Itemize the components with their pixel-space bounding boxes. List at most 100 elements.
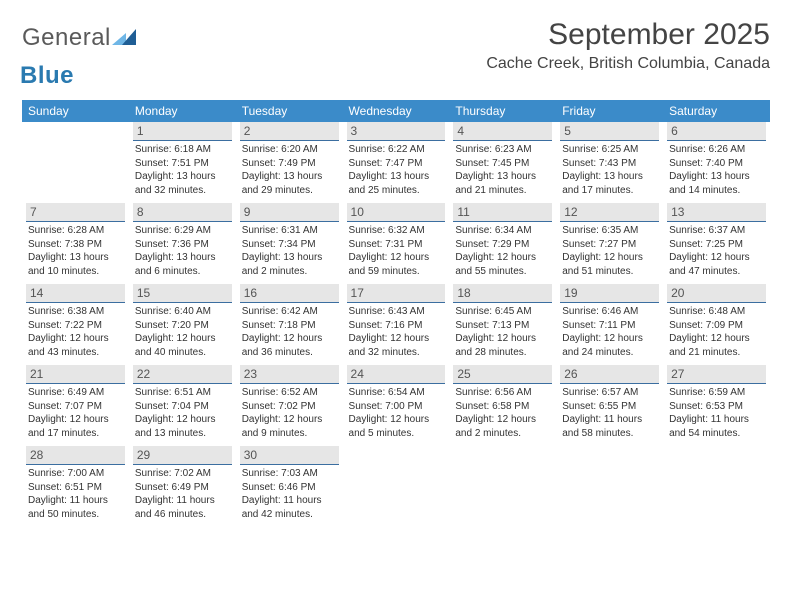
sunset-text: Sunset: 6:51 PM [28, 481, 123, 495]
calendar-cell: 21 Sunrise: 6:49 AMSunset: 7:07 PMDayligh… [22, 365, 129, 446]
sunset-text: Sunset: 7:25 PM [669, 238, 764, 252]
calendar-cell [556, 446, 663, 527]
calendar-cell: 1 Sunrise: 6:18 AMSunset: 7:51 PMDaylight… [129, 122, 236, 203]
calendar-cell: 11Sunrise: 6:34 AMSunset: 7:29 PMDayligh… [449, 203, 556, 284]
daylight-text: Daylight: 13 hours and 14 minutes. [669, 170, 764, 197]
calendar-cell: 23Sunrise: 6:52 AMSunset: 7:02 PMDayligh… [236, 365, 343, 446]
sunset-text: Sunset: 7:22 PM [28, 319, 123, 333]
day-number [667, 446, 766, 450]
sunset-text: Sunset: 7:18 PM [242, 319, 337, 333]
day-number: 19 [560, 284, 659, 302]
calendar-cell: 27Sunrise: 6:59 AMSunset: 6:53 PMDayligh… [663, 365, 770, 446]
page: General Blue September 2025 Cache Creek,… [0, 0, 792, 612]
day-number: 1 [133, 122, 232, 140]
daylight-text: Daylight: 11 hours and 58 minutes. [562, 413, 657, 440]
sunset-text: Sunset: 6:53 PM [669, 400, 764, 414]
day-info: Sunrise: 6:26 AMSunset: 7:40 PMDaylight:… [667, 143, 766, 197]
day-info: Sunrise: 6:18 AMSunset: 7:51 PMDaylight:… [133, 143, 232, 197]
weekday-header: Thursday [449, 100, 556, 122]
daylight-text: Daylight: 12 hours and 28 minutes. [455, 332, 550, 359]
calendar-cell: 10Sunrise: 6:32 AMSunset: 7:31 PMDayligh… [343, 203, 450, 284]
calendar-cell: 2Sunrise: 6:20 AMSunset: 7:49 PMDaylight… [236, 122, 343, 203]
calendar-cell: 14Sunrise: 6:38 AMSunset: 7:22 PMDayligh… [22, 284, 129, 365]
calendar-cell: 3Sunrise: 6:22 AMSunset: 7:47 PMDaylight… [343, 122, 450, 203]
calendar-cell: 30Sunrise: 7:03 AMSunset: 6:46 PMDayligh… [236, 446, 343, 527]
day-number: 30 [240, 446, 339, 464]
calendar-cell: 16Sunrise: 6:42 AMSunset: 7:18 PMDayligh… [236, 284, 343, 365]
title-block: September 2025 Cache Creek, British Colu… [486, 18, 770, 73]
day-info: Sunrise: 6:54 AMSunset: 7:00 PMDaylight:… [347, 386, 446, 440]
daylight-text: Daylight: 11 hours and 54 minutes. [669, 413, 764, 440]
calendar-cell: 22Sunrise: 6:51 AMSunset: 7:04 PMDayligh… [129, 365, 236, 446]
sunset-text: Sunset: 7:04 PM [135, 400, 230, 414]
day-number: 21 [26, 365, 125, 383]
calendar-cell [663, 446, 770, 527]
daylight-text: Daylight: 12 hours and 55 minutes. [455, 251, 550, 278]
logo: General Blue [22, 24, 136, 90]
sunrise-text: Sunrise: 7:03 AM [242, 467, 337, 481]
daylight-text: Daylight: 13 hours and 29 minutes. [242, 170, 337, 197]
sunset-text: Sunset: 7:34 PM [242, 238, 337, 252]
sunset-text: Sunset: 6:58 PM [455, 400, 550, 414]
daylight-text: Daylight: 12 hours and 9 minutes. [242, 413, 337, 440]
daylight-text: Daylight: 12 hours and 51 minutes. [562, 251, 657, 278]
sunset-text: Sunset: 6:55 PM [562, 400, 657, 414]
day-info: Sunrise: 6:43 AMSunset: 7:16 PMDaylight:… [347, 305, 446, 359]
day-info: Sunrise: 6:45 AMSunset: 7:13 PMDaylight:… [453, 305, 552, 359]
calendar-cell: 20Sunrise: 6:48 AMSunset: 7:09 PMDayligh… [663, 284, 770, 365]
sunset-text: Sunset: 7:13 PM [455, 319, 550, 333]
sunset-text: Sunset: 7:38 PM [28, 238, 123, 252]
calendar-cell: 13Sunrise: 6:37 AMSunset: 7:25 PMDayligh… [663, 203, 770, 284]
daylight-text: Daylight: 12 hours and 32 minutes. [349, 332, 444, 359]
sunrise-text: Sunrise: 6:35 AM [562, 224, 657, 238]
day-info: Sunrise: 6:32 AMSunset: 7:31 PMDaylight:… [347, 224, 446, 278]
day-number: 11 [453, 203, 552, 221]
daylight-text: Daylight: 12 hours and 24 minutes. [562, 332, 657, 359]
sunset-text: Sunset: 7:20 PM [135, 319, 230, 333]
weekday-header-row: Sunday Monday Tuesday Wednesday Thursday… [22, 100, 770, 122]
day-info: Sunrise: 6:52 AMSunset: 7:02 PMDaylight:… [240, 386, 339, 440]
calendar-cell [449, 446, 556, 527]
day-info: Sunrise: 6:59 AMSunset: 6:53 PMDaylight:… [667, 386, 766, 440]
day-info: Sunrise: 6:46 AMSunset: 7:11 PMDaylight:… [560, 305, 659, 359]
sunrise-text: Sunrise: 6:22 AM [349, 143, 444, 157]
daylight-text: Daylight: 12 hours and 17 minutes. [28, 413, 123, 440]
calendar-cell: 4Sunrise: 6:23 AMSunset: 7:45 PMDaylight… [449, 122, 556, 203]
day-number: 8 [133, 203, 232, 221]
day-number: 5 [560, 122, 659, 140]
daylight-text: Daylight: 12 hours and 2 minutes. [455, 413, 550, 440]
sunrise-text: Sunrise: 6:40 AM [135, 305, 230, 319]
sunrise-text: Sunrise: 7:02 AM [135, 467, 230, 481]
day-number: 28 [26, 446, 125, 464]
sunrise-text: Sunrise: 6:20 AM [242, 143, 337, 157]
calendar-cell: 15Sunrise: 6:40 AMSunset: 7:20 PMDayligh… [129, 284, 236, 365]
daylight-text: Daylight: 11 hours and 50 minutes. [28, 494, 123, 521]
day-number: 3 [347, 122, 446, 140]
sunrise-text: Sunrise: 6:59 AM [669, 386, 764, 400]
sunset-text: Sunset: 7:45 PM [455, 157, 550, 171]
sunrise-text: Sunrise: 6:42 AM [242, 305, 337, 319]
calendar-cell [22, 122, 129, 203]
daylight-text: Daylight: 12 hours and 43 minutes. [28, 332, 123, 359]
day-number: 6 [667, 122, 766, 140]
weekday-header: Tuesday [236, 100, 343, 122]
day-info: Sunrise: 6:49 AMSunset: 7:07 PMDaylight:… [26, 386, 125, 440]
sunset-text: Sunset: 7:07 PM [28, 400, 123, 414]
sunrise-text: Sunrise: 6:34 AM [455, 224, 550, 238]
calendar-cell: 29Sunrise: 7:02 AMSunset: 6:49 PMDayligh… [129, 446, 236, 527]
day-info: Sunrise: 6:31 AMSunset: 7:34 PMDaylight:… [240, 224, 339, 278]
calendar-cell: 18Sunrise: 6:45 AMSunset: 7:13 PMDayligh… [449, 284, 556, 365]
calendar-week-row: 14Sunrise: 6:38 AMSunset: 7:22 PMDayligh… [22, 284, 770, 365]
sunset-text: Sunset: 7:31 PM [349, 238, 444, 252]
day-info: Sunrise: 6:48 AMSunset: 7:09 PMDaylight:… [667, 305, 766, 359]
calendar-cell: 19 Sunrise: 6:46 AMSunset: 7:11 PMDayligh… [556, 284, 663, 365]
sunset-text: Sunset: 7:40 PM [669, 157, 764, 171]
day-info: Sunrise: 6:28 AMSunset: 7:38 PMDaylight:… [26, 224, 125, 278]
calendar-cell: 8Sunrise: 6:29 AMSunset: 7:36 PMDaylight… [129, 203, 236, 284]
sunrise-text: Sunrise: 6:29 AM [135, 224, 230, 238]
sunrise-text: Sunrise: 6:57 AM [562, 386, 657, 400]
day-number [347, 446, 446, 450]
day-number: 12 [560, 203, 659, 221]
sunrise-text: Sunrise: 6:46 AM [562, 305, 657, 319]
sunrise-text: Sunrise: 6:49 AM [28, 386, 123, 400]
